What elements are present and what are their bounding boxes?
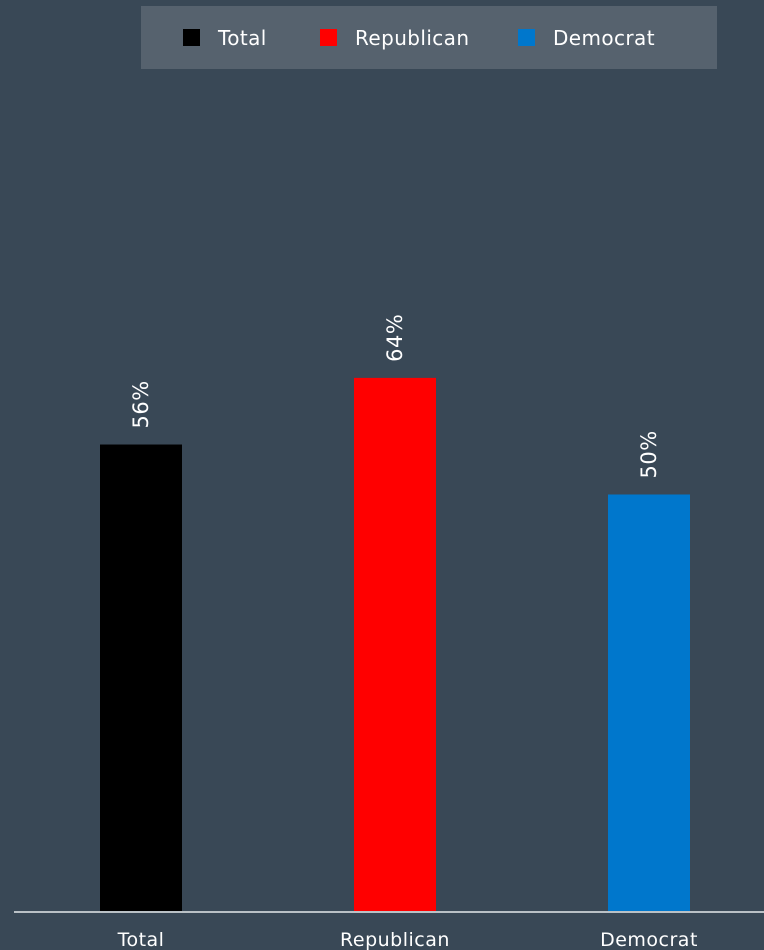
legend-swatch-republican [320, 29, 337, 46]
bar-democrat [608, 494, 690, 911]
legend-label-total: Total [218, 25, 267, 50]
x-tick-label-republican: Republican [340, 929, 450, 950]
x-tick-label-total: Total [117, 929, 165, 950]
legend-swatch-total [183, 29, 200, 46]
x-tick-label-democrat: Democrat [600, 929, 698, 950]
value-label-republican: 64% [383, 314, 407, 362]
legend-item-republican: Republican [320, 6, 469, 69]
legend-item-democrat: Democrat [518, 6, 655, 69]
legend-swatch-democrat [518, 29, 535, 46]
bar-republican [354, 377, 436, 911]
value-label-total: 56% [129, 380, 153, 428]
value-label-democrat: 50% [637, 430, 661, 478]
legend-item-total: Total [183, 6, 267, 69]
chart-legend: Total Republican Democrat [141, 6, 717, 69]
legend-label-democrat: Democrat [553, 25, 655, 50]
legend-label-republican: Republican [355, 25, 470, 50]
bar-total [100, 444, 182, 911]
